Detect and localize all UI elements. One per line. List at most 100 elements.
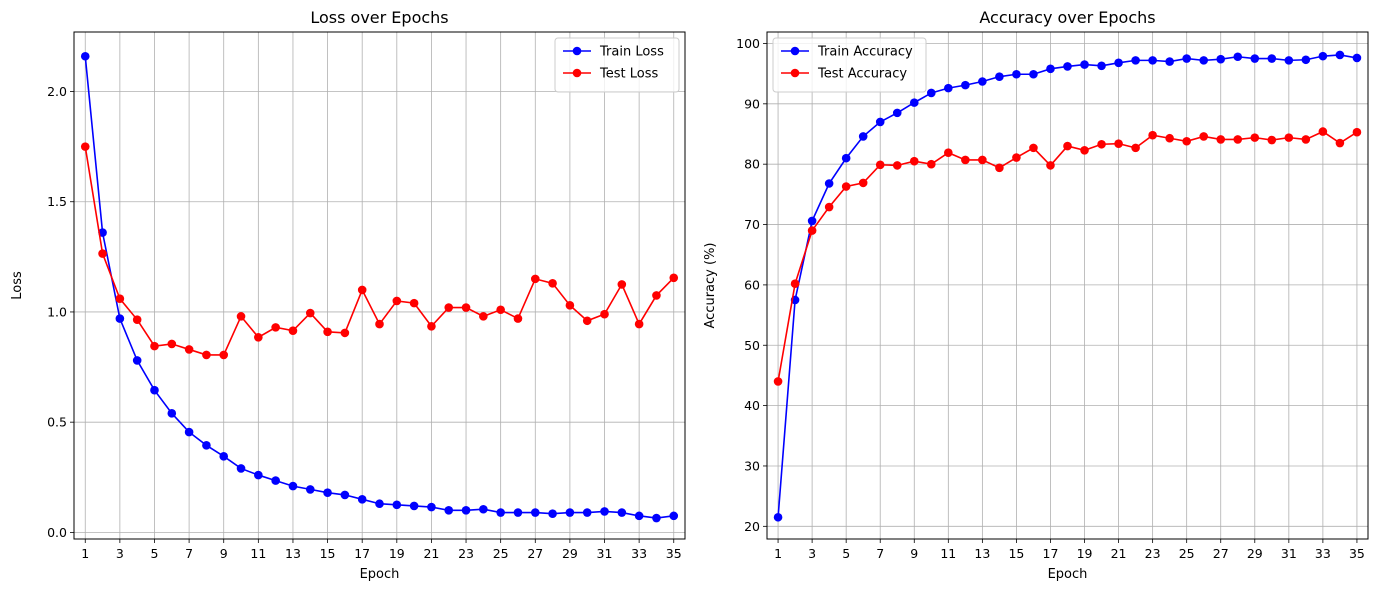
loss-series-test-point — [271, 323, 280, 332]
loss-series-test-point — [461, 303, 471, 312]
accuracy-x-tick-label: 17 — [1043, 546, 1059, 561]
loss-x-tick-label: 1 — [81, 546, 89, 561]
accuracy-chart-title: Accuracy over Epochs — [979, 8, 1155, 27]
loss-series-train-point — [340, 490, 350, 500]
loss-series-test-point — [427, 321, 436, 331]
loss-series-test-point — [479, 312, 488, 321]
loss-series-train-point — [305, 485, 315, 494]
loss-series-train-point — [254, 470, 263, 480]
accuracy-x-tick-label: 27 — [1213, 546, 1229, 561]
loss-series-test-point — [392, 296, 402, 306]
loss-series-test-point — [582, 316, 592, 326]
loss-y-tick-label: 1.0 — [47, 304, 67, 319]
loss-legend-entry-test: Test Loss — [563, 67, 658, 82]
loss-series-train-point — [288, 481, 298, 491]
accuracy-series-test-line — [777, 130, 1358, 382]
accuracy-series-train-point — [1318, 51, 1328, 61]
accuracy-series-train-point — [1080, 60, 1089, 69]
accuracy-series-test-point — [1216, 135, 1226, 144]
accuracy-legend-entry-test: Test Accuracy — [781, 67, 907, 82]
accuracy-series-train-point — [1250, 54, 1260, 63]
loss-series-test-point — [548, 278, 557, 288]
accuracy-legend-entry-test-swatch-marker — [790, 68, 800, 78]
loss-x-tick-label: 23 — [458, 546, 474, 561]
loss-series-test-point — [236, 312, 246, 321]
accuracy-legend-entry-test-label: Test Accuracy — [817, 67, 907, 82]
loss-series-test-point — [496, 305, 505, 315]
accuracy-series-train-point — [807, 216, 817, 226]
accuracy-series-test-point — [944, 148, 953, 158]
accuracy-y-tick-label: 80 — [744, 157, 760, 172]
loss-plot-area: 1 3 5 7 9 11 13 15 17 19 21 23 25 27 29 31 33 350.00.51.0… — [47, 31, 686, 561]
accuracy-axes-frame — [766, 31, 1369, 540]
accuracy-series-test-point — [1012, 153, 1021, 162]
loss-x-tick-label: 9 — [220, 546, 228, 561]
accuracy-x-tick-label: 5 — [842, 546, 850, 561]
accuracy-legend-entry-train-label: Train Accuracy — [817, 45, 913, 60]
accuracy-series-test-point — [1318, 127, 1328, 136]
loss-series-test-point — [530, 274, 540, 284]
accuracy-series-test-point — [1029, 143, 1038, 153]
loss-series-train-point — [115, 314, 125, 323]
loss-series-train-point — [202, 441, 211, 450]
accuracy-x-axis-label: Epoch — [1048, 567, 1088, 582]
loss-series-train-point — [427, 502, 436, 512]
accuracy-y-tick-label: 50 — [744, 338, 760, 353]
accuracy-series-test-point — [807, 226, 817, 235]
accuracy-series-test-point — [961, 155, 970, 165]
loss-chart: Loss over Epochs Epoch Loss 1 3 5 7 9 11 13 15 1… — [10, 8, 686, 582]
loss-y-tick-label: 0.0 — [47, 525, 67, 540]
loss-x-tick-label: 35 — [666, 546, 682, 561]
loss-series-train-point — [236, 464, 246, 473]
loss-series-train-point — [565, 508, 575, 517]
accuracy-y-tick-label: 40 — [744, 398, 760, 413]
loss-series-test-point — [669, 273, 679, 283]
accuracy-series-train-point — [1012, 69, 1021, 79]
loss-series-test-point — [115, 294, 125, 304]
loss-series-test-point — [357, 285, 367, 295]
accuracy-series-test-point — [824, 202, 834, 212]
loss-series-test-point — [323, 327, 332, 337]
loss-series-test-point — [409, 298, 419, 308]
loss-series-test-point — [634, 319, 644, 329]
accuracy-x-tick-label: 13 — [974, 546, 990, 561]
accuracy-series-test-point — [1182, 136, 1191, 146]
loss-series-train-point — [219, 452, 229, 461]
accuracy-x-tick-label: 31 — [1281, 546, 1297, 561]
accuracy-series-test-point — [875, 160, 885, 170]
loss-series-train-point — [461, 506, 471, 515]
accuracy-series-test-point — [1046, 161, 1055, 170]
loss-legend-entry-train: Train Loss — [563, 45, 664, 60]
accuracy-plot-area: 1 3 5 7 9 11 13 15 17 19 21 23 25 27 29 31 33 35203040506… — [736, 31, 1369, 561]
accuracy-legend: Train Accuracy Test Accuracy — [772, 37, 927, 93]
loss-x-tick-label: 33 — [631, 546, 647, 561]
loss-x-axis-label: Epoch — [360, 567, 400, 582]
accuracy-series-test-point — [1284, 133, 1294, 142]
loss-y-tick-label: 2.0 — [47, 84, 67, 99]
loss-series-test-point — [652, 291, 661, 300]
accuracy-series-test-point — [1131, 143, 1140, 153]
accuracy-series-test-point — [858, 178, 868, 188]
accuracy-y-tick-label: 20 — [744, 519, 760, 534]
accuracy-series-train-point — [1216, 54, 1226, 64]
accuracy-series-test-point — [1267, 135, 1277, 145]
accuracy-series-train-point — [1114, 58, 1123, 68]
loss-series-train-point — [392, 500, 402, 510]
accuracy-series-test-point — [773, 377, 783, 386]
accuracy-y-tick-label: 30 — [744, 458, 760, 473]
accuracy-series-test-point — [1233, 135, 1243, 144]
loss-series-test-point — [600, 309, 609, 319]
loss-series-test-point — [150, 341, 159, 351]
accuracy-x-tick-label: 15 — [1008, 546, 1024, 561]
loss-series-test-point — [340, 328, 350, 338]
accuracy-series-train-point — [1131, 56, 1140, 65]
accuracy-x-tick-label: 29 — [1247, 546, 1263, 561]
accuracy-series-train-point — [1284, 56, 1294, 65]
accuracy-series-train-point — [944, 83, 953, 93]
loss-y-tick-label: 0.5 — [47, 415, 67, 430]
accuracy-series-test-point — [1199, 132, 1209, 141]
accuracy-series-test-point — [978, 155, 987, 165]
accuracy-series-test-point — [909, 156, 919, 166]
accuracy-series-train-point — [1148, 56, 1157, 65]
